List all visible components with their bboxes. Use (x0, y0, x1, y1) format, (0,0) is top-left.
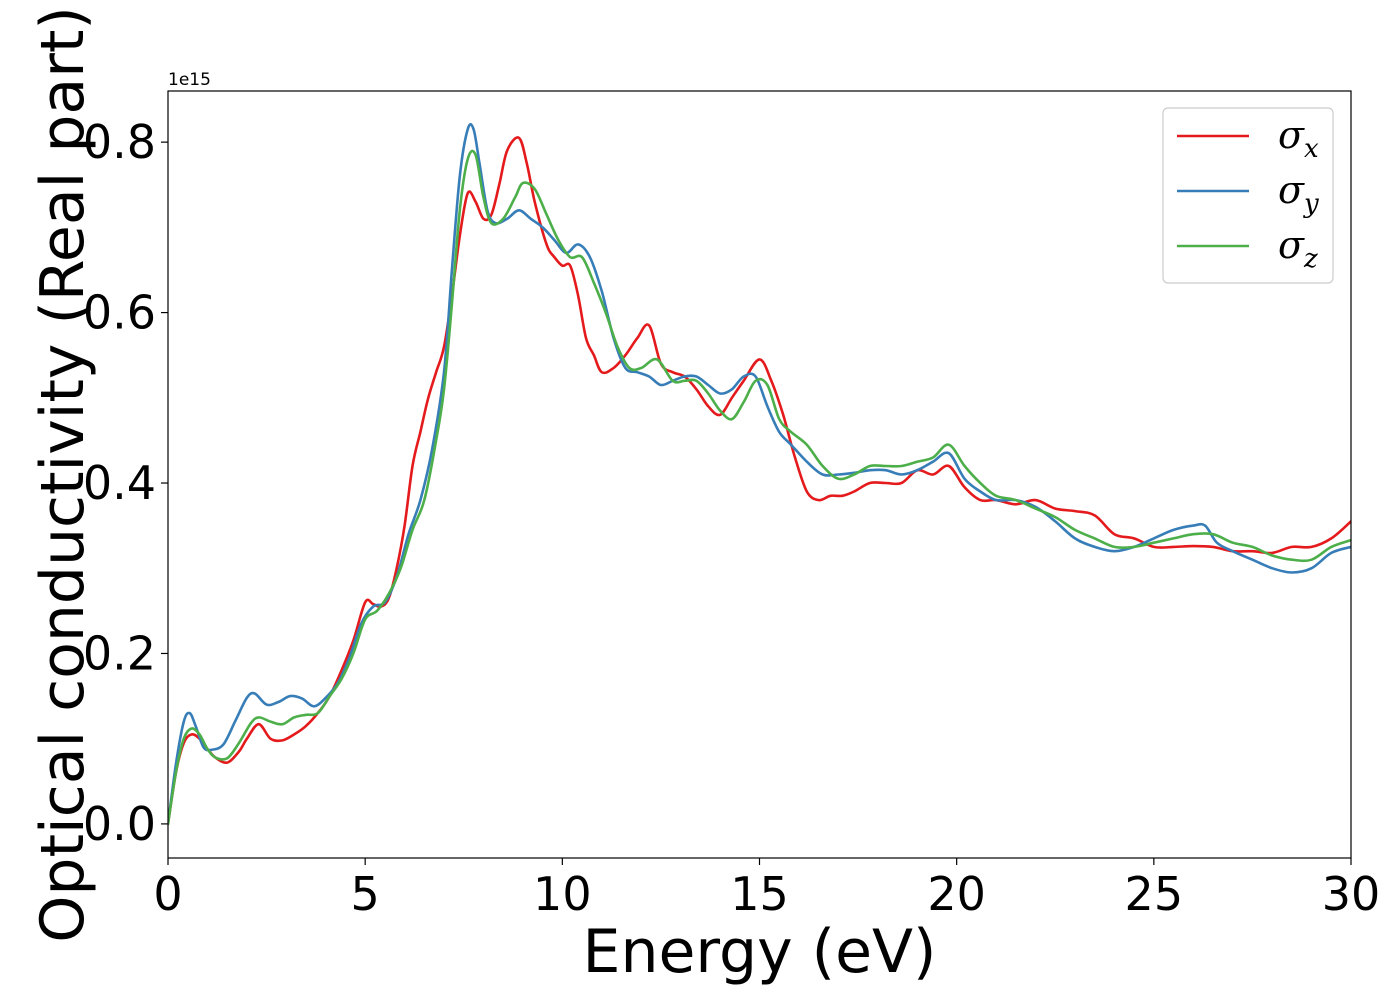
legend-label-y: σy (1278, 168, 1319, 219)
x-tick-label: 10 (533, 867, 592, 921)
series-layer (168, 123, 1351, 826)
legend-label-z: σz (1278, 223, 1318, 274)
x-tick-label: 15 (730, 867, 789, 921)
series-line-z (168, 149, 1351, 826)
x-tick-label: 25 (1125, 867, 1184, 921)
x-tick-label: 5 (351, 867, 380, 921)
y-tick-label: 0.4 (83, 456, 156, 510)
legend-label-x: σx (1278, 113, 1319, 164)
x-tick-label: 0 (153, 867, 182, 921)
y-tick-label: 0.6 (83, 286, 156, 340)
series-line-y (168, 123, 1351, 826)
y-tick-label: 0.8 (83, 115, 156, 169)
y-tick-label: 0.2 (83, 626, 156, 680)
x-tick-label: 20 (927, 867, 986, 921)
x-axis-label: Energy (eV) (583, 917, 937, 987)
y-tick-label: 0.0 (83, 797, 156, 851)
y-axis-label: Optical conductivity (Real part) (28, 6, 98, 943)
legend-box (1162, 107, 1334, 284)
x-axis: 0 5 10 15 20 25 30 (153, 858, 1380, 921)
x-tick-label: 30 (1322, 867, 1381, 921)
y-offset-label: 1e15 (168, 70, 211, 90)
y-axis: 0.0 0.2 0.4 0.6 0.8 (83, 115, 168, 851)
